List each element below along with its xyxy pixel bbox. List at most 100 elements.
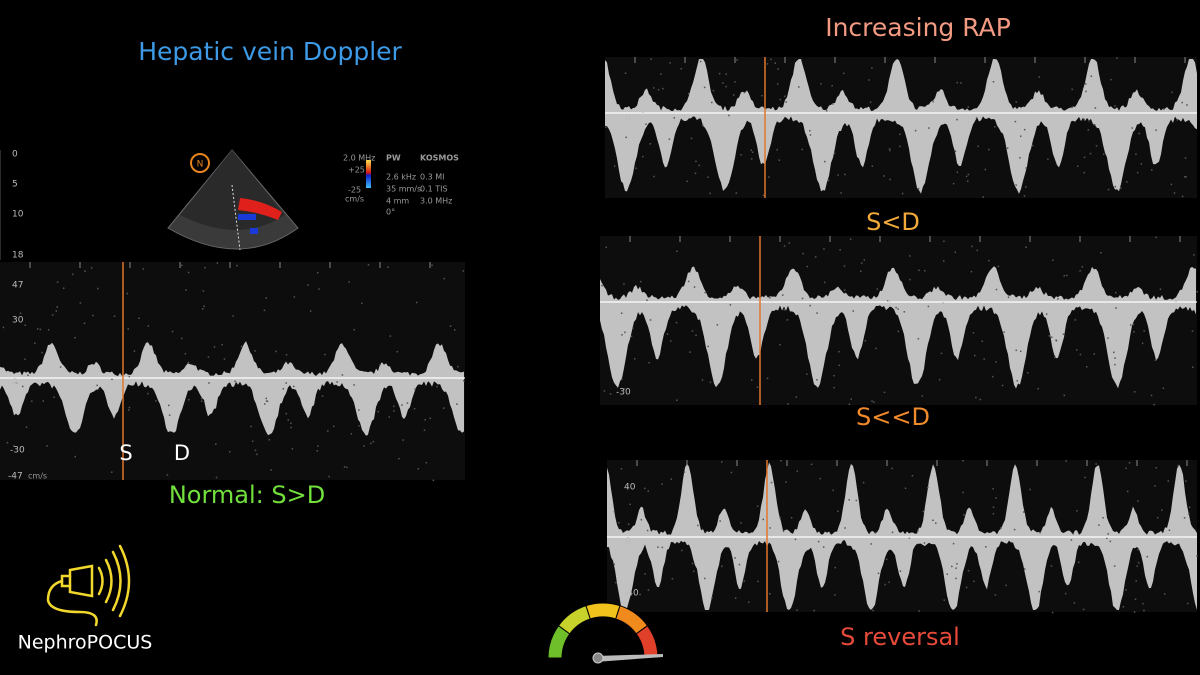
spectrum-noise — [889, 178, 891, 181]
spectrum-noise — [603, 390, 606, 392]
spectrum-noise — [798, 86, 800, 88]
spectrum-noise — [777, 68, 779, 70]
spectrum-noise — [710, 101, 713, 104]
spectrum-noise — [127, 328, 129, 330]
spectrum-noise — [838, 350, 840, 353]
spectrum-noise — [1154, 359, 1157, 362]
spectrum-noise — [202, 308, 204, 310]
spectrum-noise — [389, 335, 392, 337]
spectrum-noise — [761, 94, 763, 97]
kosmos-label: 3.0 MHz — [420, 197, 452, 206]
spectrum-noise — [39, 328, 42, 331]
spectrum-noise — [204, 266, 206, 269]
spectrum-noise — [1188, 513, 1190, 515]
spectrum-noise — [623, 388, 626, 390]
spectrum-noise — [613, 165, 616, 167]
spectrum-noise — [1089, 152, 1092, 155]
spectrum-noise — [436, 385, 438, 388]
spectrum-noise — [97, 287, 99, 290]
spectrum-noise — [676, 250, 678, 252]
spectrum-noise — [779, 343, 781, 346]
spectrum-noise — [690, 137, 693, 140]
spectrum-noise — [1114, 105, 1116, 107]
spectrum-noise — [1051, 336, 1053, 339]
spectrum-noise — [268, 438, 271, 441]
spectrum-noise — [285, 382, 288, 384]
spectrum-noise — [904, 487, 907, 490]
spectrum-noise — [1132, 323, 1135, 326]
spectrum-noise — [147, 325, 150, 327]
spectrum-noise — [207, 356, 210, 358]
spectrum-noise — [59, 366, 62, 368]
spectrum-noise — [1161, 509, 1163, 511]
spectrum-noise — [1133, 331, 1135, 333]
spectrum-noise — [782, 530, 785, 532]
spectrum-noise — [675, 321, 678, 324]
spectrum-noise — [888, 148, 891, 150]
spectrum-noise — [819, 477, 821, 480]
spectrum-noise — [1136, 565, 1139, 567]
spectrum-noise — [1088, 119, 1090, 122]
spectrum-noise — [709, 381, 712, 384]
spectrum-noise — [240, 345, 243, 348]
spectrum-noise — [56, 281, 59, 283]
spectrum-noise — [973, 354, 976, 357]
spectrum-noise — [251, 440, 254, 442]
spectrum-noise — [1120, 187, 1122, 189]
spectrum-noise — [307, 284, 309, 286]
spectrum-noise — [870, 543, 872, 545]
spectrum-noise — [923, 542, 926, 544]
spectrum-noise — [1025, 167, 1027, 169]
spectrum-noise — [1113, 351, 1115, 354]
spectrum-noise — [1196, 290, 1198, 293]
spectrum-noise — [1093, 353, 1096, 355]
spectrum-noise — [911, 474, 914, 477]
spectrum-noise — [111, 378, 113, 381]
spectrum-noise — [806, 265, 809, 268]
spectrum-noise — [889, 149, 891, 152]
spectrum-noise — [250, 425, 252, 428]
spectrum-noise — [707, 345, 709, 348]
spectrum-noise — [730, 471, 733, 474]
spectrum-envelope — [600, 266, 1196, 389]
spectrum-noise — [618, 522, 620, 524]
spectrum-noise — [781, 294, 784, 296]
spectrum-noise — [657, 88, 660, 91]
spectrum-noise — [71, 273, 74, 276]
spectrum-noise — [1094, 107, 1097, 109]
spectrum-noise — [766, 63, 769, 65]
spectrum-noise — [903, 311, 906, 313]
spectrum-noise — [1107, 533, 1109, 535]
spectrum-noise — [31, 400, 33, 403]
spectrum-noise — [965, 175, 968, 178]
left-title: Hepatic vein Doppler — [138, 37, 402, 66]
spectrum-noise — [701, 124, 704, 127]
spectrum-noise — [777, 560, 780, 563]
spectrum-noise — [1115, 307, 1117, 309]
spectrum-noise — [1047, 158, 1049, 160]
depth-label: 10 — [12, 210, 24, 220]
spectrum-noise — [871, 400, 873, 402]
spectrum-noise — [309, 310, 312, 312]
spectrum-noise — [967, 173, 970, 176]
spectrum-noise — [625, 136, 627, 139]
spectrum-noise — [992, 513, 995, 515]
spectrum-noise — [215, 476, 218, 479]
depth-label: 0 — [12, 150, 18, 160]
spectrum-noise — [627, 523, 630, 525]
spectrum-noise — [855, 499, 858, 502]
spectrum-noise — [393, 405, 395, 408]
spectrum-noise — [995, 497, 997, 499]
spectrum-noise — [621, 334, 623, 336]
spectrum-noise — [831, 85, 833, 87]
spectrum-noise — [975, 396, 977, 399]
spectrum-noise — [1135, 580, 1137, 582]
spectrum-noise — [883, 175, 886, 177]
spectrum-noise — [796, 609, 798, 611]
spectrum-noise — [19, 312, 22, 315]
spectrum-noise — [127, 409, 130, 411]
spectrum-noise — [223, 358, 226, 360]
panel-scale: -40 — [624, 589, 639, 599]
spectrum-noise — [291, 448, 294, 450]
spectrum-noise — [327, 430, 329, 432]
